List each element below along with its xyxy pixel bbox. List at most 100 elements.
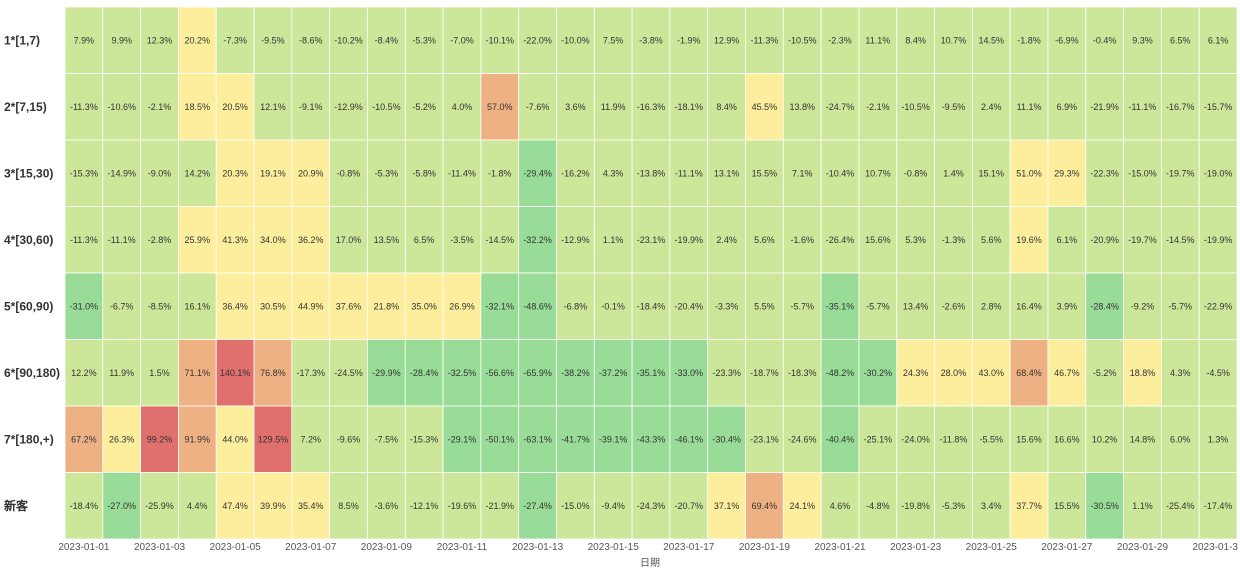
- heatmap-cell-value: -10.6%: [107, 102, 136, 112]
- heatmap-cell-value: 1.1%: [603, 235, 624, 245]
- heatmap-cell-value: -14.5%: [1166, 235, 1195, 245]
- heatmap-cell-value: -10.4%: [826, 168, 855, 178]
- heatmap-cell-value: 20.3%: [222, 168, 248, 178]
- heatmap-cell-value: -3.3%: [715, 301, 739, 311]
- heatmap-cell-value: 37.7%: [1016, 501, 1042, 511]
- heatmap-cell-value: 1.4%: [943, 168, 964, 178]
- heatmap-cell-value: -18.4%: [70, 501, 99, 511]
- heatmap-cell: [253, 472, 293, 540]
- heatmap-cell-value: 18.8%: [1130, 368, 1156, 378]
- heatmap-cell: [215, 73, 255, 141]
- x-tick-label: 2023-01-05: [210, 542, 262, 553]
- heatmap-cell-value: -9.5%: [942, 102, 966, 112]
- heatmap-cell: [707, 472, 746, 540]
- heatmap-cell: [291, 206, 331, 274]
- heatmap-cell-value: -9.2%: [1131, 301, 1155, 311]
- x-tick-label: 2023-01-15: [588, 542, 640, 553]
- heatmap-cell: [896, 272, 935, 340]
- heatmap-cell: [1009, 339, 1049, 407]
- heatmap-cell: [1160, 206, 1200, 274]
- heatmap-cell: [934, 405, 973, 473]
- heatmap-cell-value: 36.2%: [298, 235, 324, 245]
- heatmap-cell: [707, 405, 746, 473]
- heatmap-cell-value: -4.8%: [866, 501, 890, 511]
- x-tick-label: 2023-01-23: [890, 542, 942, 553]
- row-label: 新客: [4, 498, 29, 513]
- heatmap-cell: [518, 139, 557, 207]
- heatmap-cell-value: -2.1%: [148, 102, 172, 112]
- heatmap-cell-value: -16.3%: [637, 102, 666, 112]
- heatmap-cell-value: 34.0%: [260, 235, 286, 245]
- heatmap-cell-value: -38.2%: [561, 368, 590, 378]
- heatmap-cell-value: -9.4%: [601, 501, 625, 511]
- heatmap-cell-value: 69.4%: [752, 501, 778, 511]
- heatmap-cell: [858, 339, 898, 407]
- heatmap-cell: [102, 139, 142, 207]
- x-tick-label: 2023-01-25: [966, 542, 1018, 553]
- heatmap-cell: [707, 339, 746, 407]
- heatmap-cell-value: -0.8%: [904, 168, 928, 178]
- x-tick-label: 2023-01-21: [814, 542, 866, 553]
- heatmap-cell: [896, 339, 935, 407]
- heatmap-cell-value: 13.4%: [903, 301, 929, 311]
- x-tick-label: 2023-01-01: [58, 542, 110, 553]
- heatmap-cell-value: -31.0%: [70, 301, 99, 311]
- heatmap-cell: [102, 405, 142, 473]
- heatmap-cell-value: -7.3%: [223, 35, 247, 45]
- heatmap-cell-value: 14.8%: [1130, 434, 1156, 444]
- heatmap-cell-value: -5.3%: [375, 168, 399, 178]
- row-labels: 1*[1,7) 2*[7,15) 3*[15,30) 4*[30,60) 5*[60,9…: [4, 33, 60, 513]
- heatmap-cell-value: 16.4%: [1016, 301, 1042, 311]
- heatmap-cell: [669, 139, 709, 207]
- heatmap-cell: [820, 405, 860, 473]
- heatmap-cell-value: -11.1%: [1129, 102, 1157, 112]
- heatmap-cell: [1085, 405, 1124, 473]
- heatmap-cell: [140, 272, 179, 340]
- heatmap-cell-value: -21.9%: [1090, 102, 1119, 112]
- heatmap-cell-value: 10.7%: [941, 35, 967, 45]
- heatmap-cell: [480, 73, 520, 141]
- heatmap-cell: [669, 73, 709, 141]
- heatmap-cell: [971, 206, 1011, 274]
- heatmap-cell-value: -24.0%: [901, 434, 930, 444]
- heatmap-cell: [404, 206, 444, 274]
- heatmap-cell: [442, 339, 482, 407]
- heatmap-cell: [518, 472, 557, 540]
- x-tick-label: 2023-01-17: [663, 542, 715, 553]
- heatmap-cell-value: -23.3%: [712, 368, 741, 378]
- heatmap-cell: [102, 6, 142, 74]
- x-tick-label: 2023-01-3: [1192, 542, 1238, 553]
- heatmap-cell-value: -8.4%: [375, 35, 399, 45]
- heatmap-cell: [102, 206, 142, 274]
- heatmap-cell-value: -27.4%: [523, 501, 552, 511]
- heatmap-cell: [745, 6, 784, 74]
- heatmap-cell: [291, 272, 331, 340]
- heatmap-cell: [140, 405, 179, 473]
- heatmap-cell-value: 6.1%: [1208, 35, 1229, 45]
- heatmap-cell-value: 8.4%: [716, 102, 737, 112]
- heatmap-cell: [64, 472, 104, 540]
- heatmap-cell-value: -7.0%: [450, 35, 474, 45]
- heatmap-cell: [253, 272, 293, 340]
- heatmap-cell: [1047, 6, 1087, 74]
- heatmap-cell-value: -3.5%: [450, 235, 474, 245]
- heatmap-cell: [631, 6, 671, 74]
- heatmap-cell: [291, 405, 331, 473]
- heatmap-cell-value: 20.5%: [222, 102, 248, 112]
- heatmap-cell: [215, 339, 255, 407]
- heatmap-cell-value: -5.7%: [790, 301, 814, 311]
- heatmap-cell: [329, 405, 368, 473]
- heatmap-cell: [934, 339, 973, 407]
- heatmap-cell-value: -19.0%: [1204, 168, 1233, 178]
- heatmap-cell: [442, 472, 482, 540]
- heatmap-cell: [178, 272, 217, 340]
- x-tick-label: 2023-01-09: [361, 542, 413, 553]
- heatmap-cell-value: -2.8%: [148, 235, 172, 245]
- heatmap-cell: [896, 405, 935, 473]
- heatmap-cell-value: 51.0%: [1016, 168, 1042, 178]
- heatmap-cell-value: -10.2%: [334, 35, 363, 45]
- heatmap-cell-value: -9.5%: [261, 35, 285, 45]
- heatmap-cell-value: -5.2%: [412, 102, 436, 112]
- x-tick-label: 2023-01-29: [1117, 542, 1169, 553]
